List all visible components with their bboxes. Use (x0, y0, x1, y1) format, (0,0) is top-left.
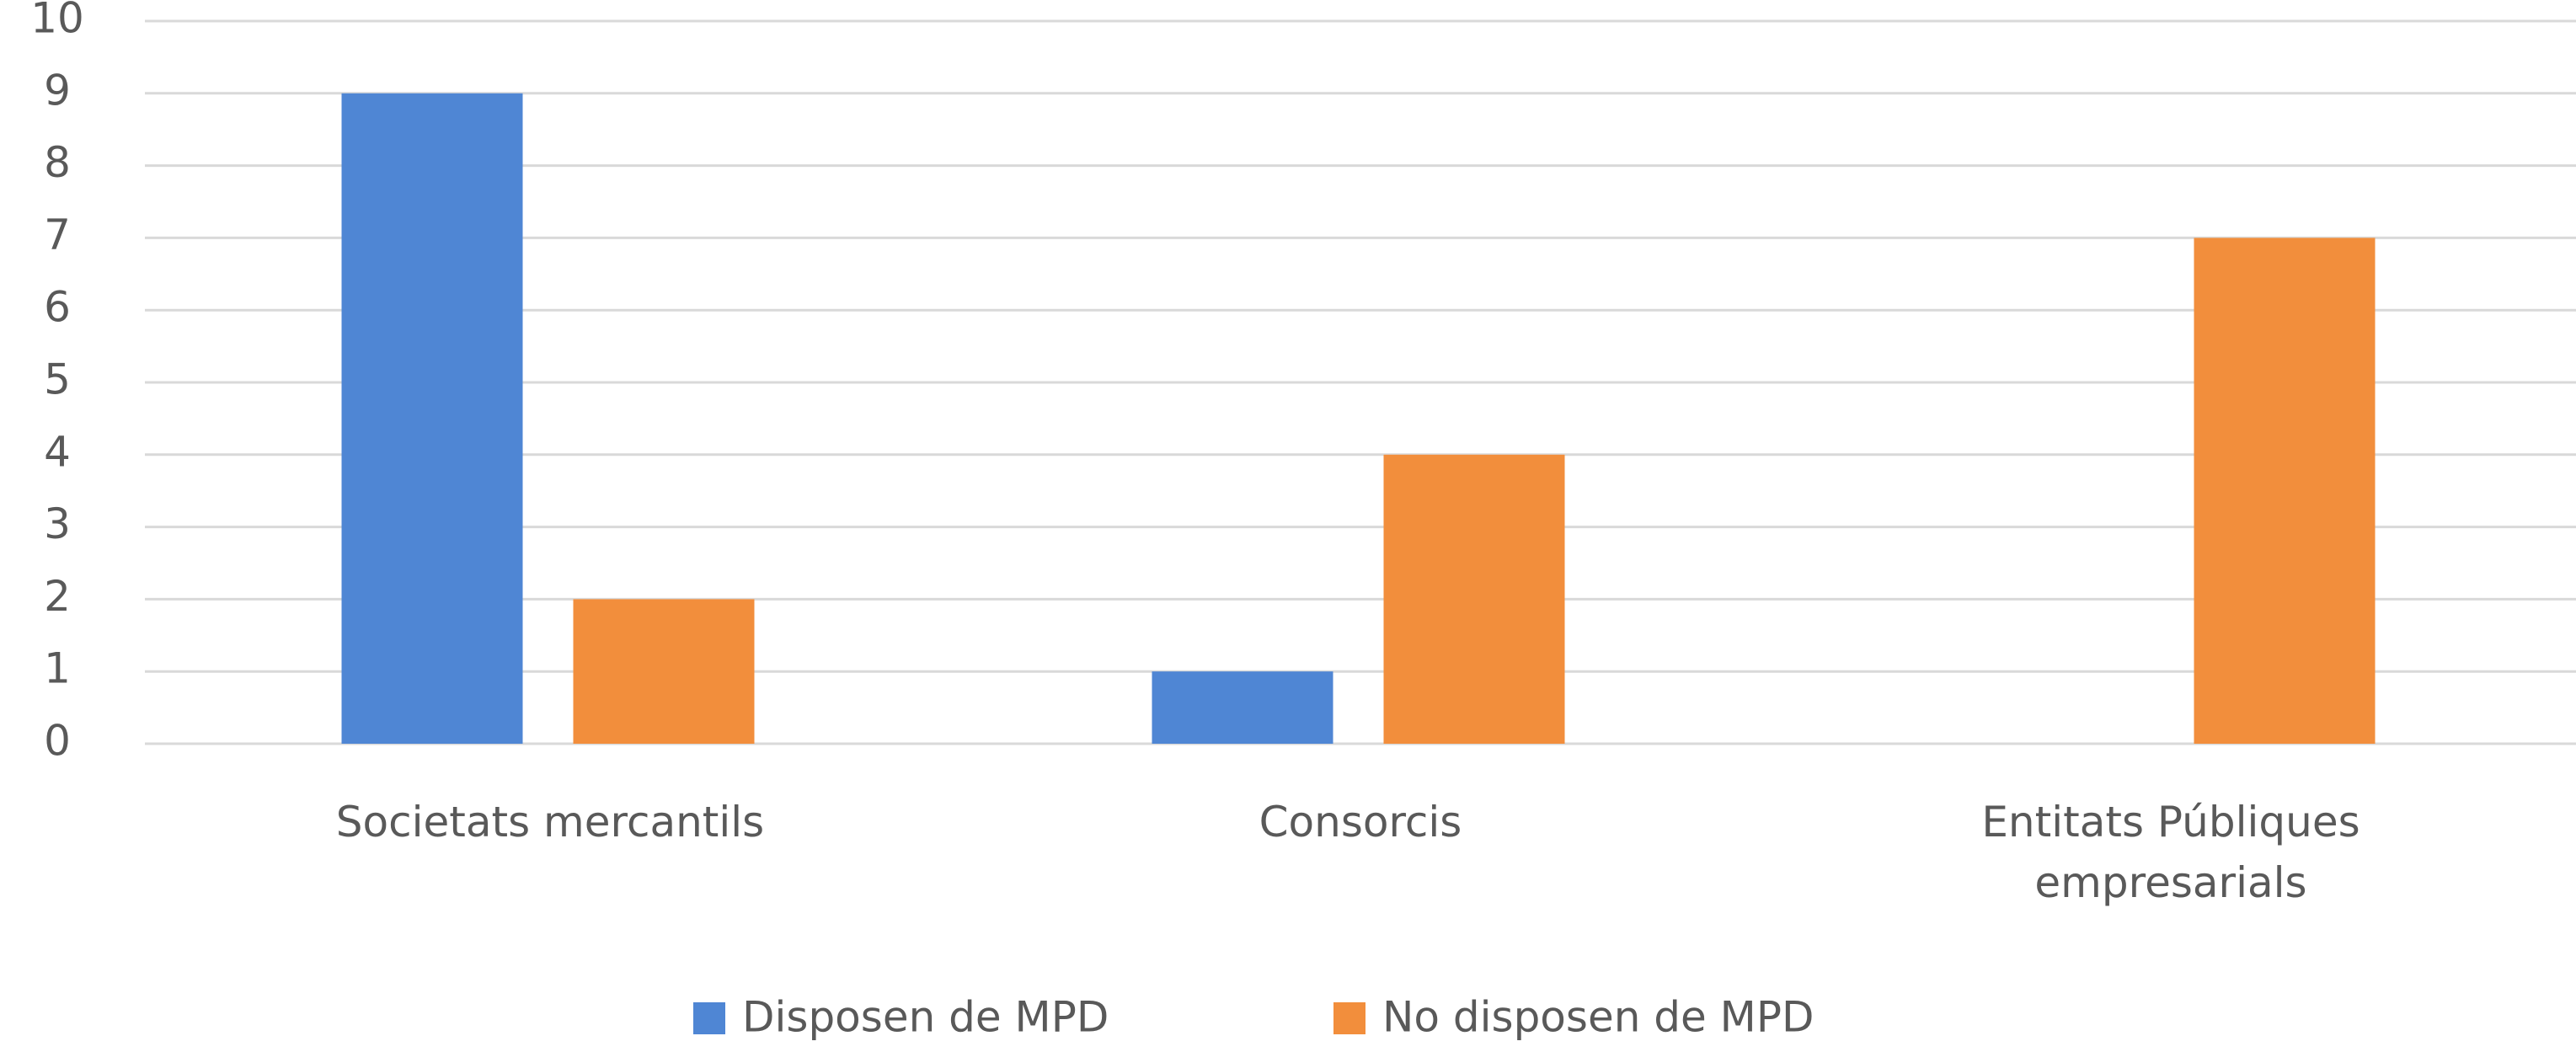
bar (1152, 671, 1333, 744)
x-tick-label: Entitats Públiques empresarials (1981, 798, 2360, 907)
bar (341, 93, 523, 745)
y-tick-label: 0 (44, 717, 71, 766)
bar (573, 599, 755, 744)
y-tick-label: 1 (44, 644, 71, 693)
y-tick-label: 2 (44, 572, 71, 621)
legend-label: Disposen de MPD (742, 993, 1109, 1042)
bar (2194, 238, 2376, 744)
y-tick-label: 9 (44, 66, 71, 115)
legend-label: No disposen de MPD (1382, 993, 1814, 1042)
y-tick-label: 10 (30, 0, 84, 43)
y-tick-label: 4 (44, 427, 71, 476)
y-tick-label: 3 (44, 499, 71, 548)
y-tick-label: 5 (44, 355, 71, 404)
x-tick-label: Societats mercantils (335, 798, 765, 846)
y-tick-label: 6 (44, 283, 71, 332)
legend-swatch (1333, 1002, 1365, 1034)
x-tick-label: Consorcis (1259, 798, 1462, 846)
bar (1383, 454, 1565, 744)
y-tick-label: 8 (44, 138, 71, 187)
y-tick-label: 7 (44, 211, 71, 259)
legend-swatch (693, 1002, 725, 1034)
